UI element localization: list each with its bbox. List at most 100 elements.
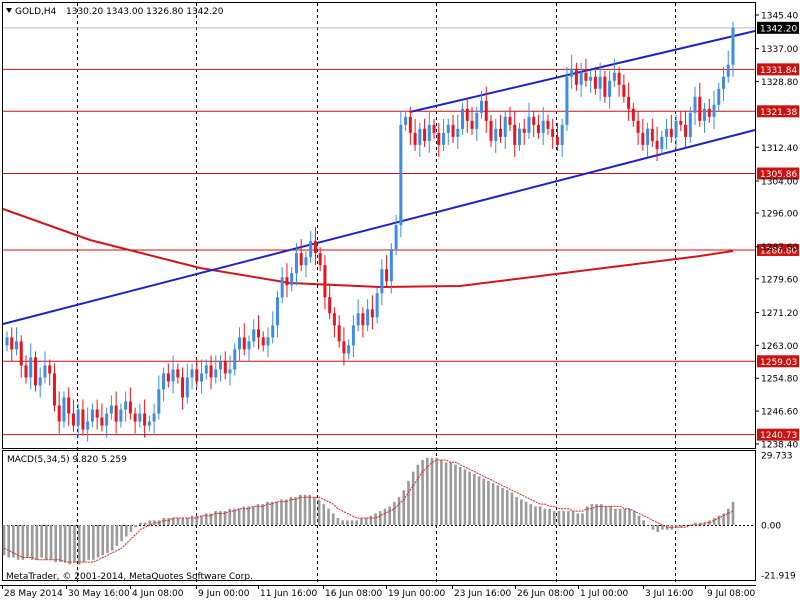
macd-bar (327, 508, 330, 525)
macd-bar (656, 525, 660, 532)
macd-bar (30, 525, 34, 560)
time-tick-label: 9 Jul 08:00 (707, 589, 756, 599)
macd-bar (59, 525, 62, 563)
macd-bar (581, 513, 584, 525)
level-label-bg (757, 105, 799, 118)
macd-bar (458, 467, 462, 525)
candle-body (513, 124, 517, 145)
macd-bar (299, 494, 302, 525)
time-tick-label: 23 Jun 16:00 (454, 589, 511, 599)
price-tick-label: 1287.60 (761, 243, 798, 253)
candle-body (560, 124, 564, 145)
time-axis: 28 May 2014 30 May 16:00 4 Jun 08:00 9 Jun … (2, 585, 756, 599)
candle-body (304, 257, 308, 266)
candle-body (418, 128, 422, 145)
level-label: 1240.73 (760, 431, 797, 441)
price-axis: 1345.40 1337.00 1328.80 1312.40 1304.00 1296.… (755, 12, 798, 451)
candle-body (200, 373, 204, 382)
candle-body (294, 253, 298, 274)
macd-bar (317, 499, 321, 525)
time-tick-label: 4 Jun 08:00 (132, 589, 184, 599)
macd-bar (393, 501, 396, 525)
candle-body (43, 365, 47, 378)
candle-body (707, 108, 711, 117)
macd-bar (280, 499, 283, 525)
macd-bar (421, 460, 424, 525)
macd-bar (548, 508, 551, 525)
candle-body (342, 341, 346, 354)
candle-body (446, 124, 450, 133)
candle-body (522, 128, 526, 133)
price-tick-label: 1328.80 (761, 78, 798, 88)
price-tick-label: 1254.80 (761, 375, 798, 385)
macd-bar (45, 525, 48, 560)
candle-body (399, 124, 403, 226)
macd-bar (214, 511, 217, 525)
macd-bar (35, 525, 39, 560)
candle-body (309, 241, 313, 258)
candle-body (366, 309, 370, 326)
macd-bar (463, 469, 467, 525)
candle-body (328, 297, 332, 314)
macd-bar (473, 473, 476, 525)
candle-body (266, 337, 270, 346)
candle-body (351, 325, 355, 346)
macd-bar (632, 511, 636, 525)
candle-body (176, 369, 180, 378)
macd-bar (195, 515, 199, 525)
candle-body (617, 72, 621, 85)
macd-bar (731, 501, 735, 525)
candle-body (546, 120, 550, 129)
candle-body (19, 341, 23, 366)
macd-bar (124, 525, 128, 537)
candle-body (124, 401, 128, 410)
macd-bar (204, 513, 208, 525)
macd-bar (609, 506, 613, 525)
candle-body (622, 84, 626, 97)
candle-body (693, 96, 697, 113)
macd-bar (571, 511, 575, 525)
candle-body (290, 273, 294, 286)
macd-bar (77, 525, 81, 565)
candle-body (62, 397, 66, 422)
time-tick-label: 30 May 16:00 (68, 589, 130, 599)
macd-bar (557, 511, 561, 525)
candle-body (204, 365, 208, 374)
macd-bar (567, 511, 570, 525)
macd-bar (139, 522, 142, 525)
candle-body (598, 76, 602, 89)
macd-bar (543, 508, 547, 525)
ma-line (2, 208, 734, 289)
candle-body (143, 413, 147, 426)
candle-body (356, 313, 360, 326)
macd-bar (350, 520, 354, 525)
candles (5, 21, 735, 442)
candle-body (480, 100, 484, 113)
macd-signal-line (3, 459, 734, 563)
candle-body (498, 128, 502, 137)
time-tick-label: 26 Jun 08:00 (517, 589, 574, 599)
candle-body (503, 116, 507, 137)
macd-bar (675, 525, 678, 528)
dropdown-arrow-icon[interactable] (6, 8, 12, 13)
candle-body (484, 100, 488, 121)
macd-bar (289, 497, 293, 525)
macd-bar (647, 525, 650, 526)
macd-bar (726, 508, 730, 525)
candle-body (313, 241, 317, 254)
macd-bar (388, 506, 391, 525)
level-label-bg (757, 355, 799, 368)
candle-body (508, 116, 512, 125)
candle-body (105, 413, 109, 426)
candle-body (233, 349, 237, 370)
macd-bar (92, 525, 95, 560)
candle-body (38, 377, 42, 386)
candle-body (337, 325, 341, 342)
price-tick-label: 1246.60 (761, 408, 798, 418)
candle-body (674, 120, 678, 137)
macd-bar (12, 525, 15, 558)
candle-body (451, 124, 455, 137)
macd-bar (134, 525, 137, 528)
trend-channel (2, 30, 756, 325)
candle-body (389, 249, 393, 282)
